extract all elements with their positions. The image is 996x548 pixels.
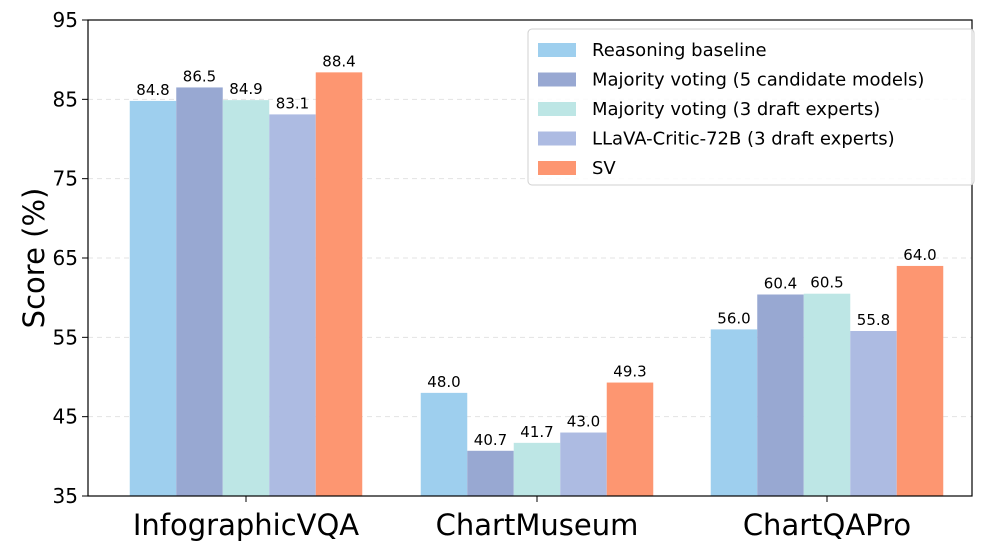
legend-swatch bbox=[538, 161, 576, 175]
y-tick-label: 95 bbox=[53, 8, 78, 32]
bar bbox=[710, 329, 758, 496]
bar-value-label: 40.7 bbox=[474, 431, 507, 449]
x-tick-label: ChartMuseum bbox=[436, 508, 639, 542]
bar-value-label: 41.7 bbox=[520, 423, 553, 441]
bar-value-label: 88.4 bbox=[322, 52, 355, 70]
bar bbox=[757, 294, 804, 496]
bar bbox=[896, 265, 944, 496]
bar-value-label: 60.5 bbox=[810, 274, 843, 292]
y-axis-label: Score (%) bbox=[17, 188, 51, 329]
bar-value-label: 84.9 bbox=[229, 80, 262, 98]
legend-label: SV bbox=[592, 158, 616, 179]
x-tick-label: ChartQAPro bbox=[743, 508, 911, 542]
data-labels: 84.8 86.5 84.9 83.1 88.4 48.0 40.7 41.7 43.0 49.3… bbox=[136, 52, 936, 448]
legend-swatch bbox=[538, 72, 576, 87]
legend-label: Majority voting (3 draft experts) bbox=[592, 99, 880, 120]
y-tick-label: 85 bbox=[53, 87, 78, 111]
bar-value-label: 64.0 bbox=[903, 246, 936, 264]
x-tick-label: InfographicVQA bbox=[133, 508, 359, 542]
legend-box bbox=[527, 28, 975, 186]
bar-value-label: 56.0 bbox=[717, 309, 750, 327]
y-axis-ticks: 35 45 55 65 75 85 95 bbox=[53, 8, 88, 508]
y-tick-label: 75 bbox=[53, 167, 78, 191]
x-axis-ticks: InfographicVQA ChartMuseum ChartQAPro bbox=[133, 496, 911, 542]
legend-swatch bbox=[538, 102, 576, 116]
bar bbox=[269, 114, 316, 496]
bar bbox=[606, 382, 654, 496]
legend-label: Majority voting (5 candidate models) bbox=[592, 70, 924, 91]
bar bbox=[803, 293, 851, 496]
legend-label: Reasoning baseline bbox=[592, 40, 767, 61]
bar-value-label: 49.3 bbox=[613, 363, 646, 381]
bar bbox=[850, 330, 897, 496]
bar bbox=[129, 100, 177, 497]
y-tick-label: 55 bbox=[53, 325, 78, 349]
legend-swatch bbox=[538, 43, 576, 57]
bar bbox=[513, 442, 561, 496]
legend-swatch bbox=[538, 131, 576, 146]
bar bbox=[315, 72, 363, 497]
bar bbox=[560, 432, 607, 496]
bars bbox=[129, 72, 944, 497]
legend-label: LLaVA-Critic-72B (3 draft experts) bbox=[592, 129, 895, 150]
bar bbox=[420, 392, 468, 496]
bar-value-label: 86.5 bbox=[183, 67, 216, 85]
bar-value-label: 60.4 bbox=[764, 274, 797, 292]
bar-value-label: 55.8 bbox=[857, 311, 890, 329]
bar-value-label: 48.0 bbox=[427, 373, 460, 391]
bar bbox=[222, 100, 270, 497]
y-tick-label: 65 bbox=[53, 246, 78, 270]
y-tick-label: 35 bbox=[53, 484, 78, 508]
bar bbox=[176, 87, 223, 496]
legend: Reasoning baseline Majority voting (5 can… bbox=[527, 28, 975, 186]
y-tick-label: 45 bbox=[53, 405, 78, 429]
bar-value-label: 83.1 bbox=[276, 94, 309, 112]
bar-value-label: 43.0 bbox=[567, 413, 600, 431]
bar bbox=[467, 450, 514, 496]
bar-value-label: 84.8 bbox=[136, 81, 169, 99]
